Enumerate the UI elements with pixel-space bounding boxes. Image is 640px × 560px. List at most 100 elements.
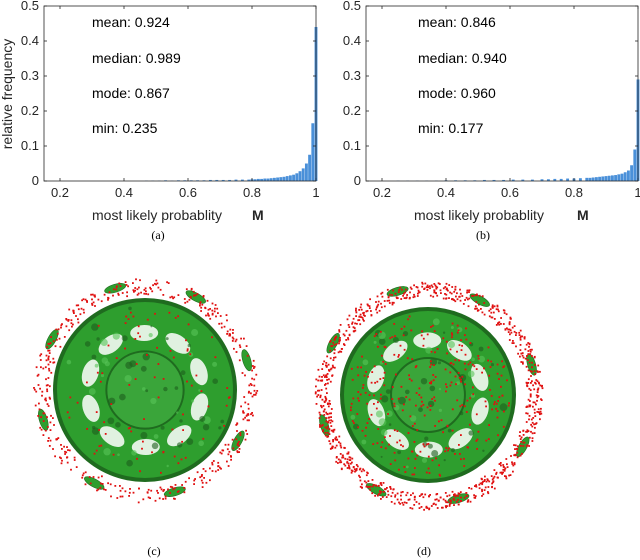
red-point [143, 292, 146, 295]
red-point [174, 316, 177, 319]
stat-median-a: median: 0.989 [92, 50, 181, 66]
red-point [488, 309, 491, 312]
red-point [528, 445, 530, 447]
red-point [395, 373, 397, 376]
red-point [533, 423, 535, 426]
red-point [95, 449, 98, 452]
histogram-b-bar [607, 175, 611, 181]
red-point [334, 438, 337, 441]
red-point [55, 438, 58, 441]
red-point [493, 487, 496, 490]
red-point [460, 378, 462, 381]
red-point [129, 311, 132, 314]
red-point [138, 286, 140, 289]
red-point [435, 287, 438, 290]
x-tick-label-b: 0.2 [373, 185, 391, 200]
red-point [47, 358, 50, 361]
red-point [186, 348, 189, 351]
histogram-b-bar [633, 149, 637, 181]
red-point [470, 487, 473, 490]
red-point [220, 326, 223, 329]
histogram-b-bar [617, 174, 621, 181]
y-tick-label-a: 0.4 [21, 33, 39, 48]
red-point [248, 419, 250, 422]
red-point [232, 337, 235, 340]
red-point [232, 332, 234, 334]
red-point [451, 336, 453, 339]
red-point [335, 343, 338, 345]
red-point [320, 404, 322, 407]
red-point [329, 349, 332, 352]
red-point [227, 453, 230, 456]
stat-mean-a: mean: 0.924 [92, 14, 170, 30]
red-point [394, 335, 396, 337]
red-point [437, 282, 440, 285]
red-point [370, 310, 372, 312]
red-point [531, 421, 534, 424]
red-point [531, 361, 533, 364]
red-point [226, 448, 229, 451]
red-point [444, 499, 447, 502]
red-point [481, 311, 484, 314]
red-point [204, 470, 207, 473]
red-point [246, 419, 249, 422]
red-point [527, 342, 530, 344]
red-point [404, 471, 407, 473]
histogram-b-bar [502, 179, 506, 181]
red-point [236, 444, 239, 446]
red-point [99, 380, 102, 383]
red-point [314, 392, 317, 395]
red-point [251, 395, 254, 398]
red-point [505, 313, 508, 316]
red-point [526, 385, 529, 388]
red-point [228, 450, 231, 453]
red-point [383, 305, 386, 308]
green-surface-d [319, 286, 537, 504]
red-point [132, 491, 135, 494]
red-point [448, 297, 450, 299]
red-point [326, 431, 329, 434]
red-point [464, 334, 466, 336]
red-point [40, 428, 43, 431]
surface-texture [100, 373, 105, 378]
red-point [358, 319, 361, 321]
red-point [245, 345, 248, 347]
red-point [508, 474, 510, 477]
red-point [454, 285, 457, 288]
red-point [422, 337, 425, 340]
red-point [388, 302, 391, 304]
red-point [73, 312, 75, 314]
red-point [42, 420, 45, 422]
red-point [465, 327, 467, 330]
x-tick-label-b: 0.8 [565, 185, 583, 200]
red-point [474, 497, 477, 499]
histogram-a-bar [228, 179, 232, 181]
red-point [358, 468, 361, 471]
red-point [206, 299, 209, 302]
red-point [503, 466, 505, 468]
red-point [428, 507, 431, 510]
red-point [539, 384, 542, 387]
red-point [338, 435, 341, 438]
histogram-b-bar [623, 172, 627, 181]
red-point [531, 432, 534, 435]
red-point [433, 291, 436, 294]
red-point [326, 436, 329, 438]
red-point [94, 295, 96, 298]
red-point [491, 304, 494, 307]
red-point [63, 445, 65, 448]
red-point [369, 485, 372, 488]
red-point [444, 505, 447, 507]
red-point [378, 309, 381, 312]
red-point [382, 482, 385, 484]
red-point [401, 502, 404, 504]
x-axis-symbol-b: M [577, 207, 589, 223]
red-point [389, 293, 391, 296]
red-point [338, 329, 341, 331]
red-point [373, 403, 375, 405]
red-point [39, 354, 42, 357]
surface-texture [180, 370, 186, 376]
red-point [240, 405, 242, 408]
red-point [319, 379, 322, 382]
